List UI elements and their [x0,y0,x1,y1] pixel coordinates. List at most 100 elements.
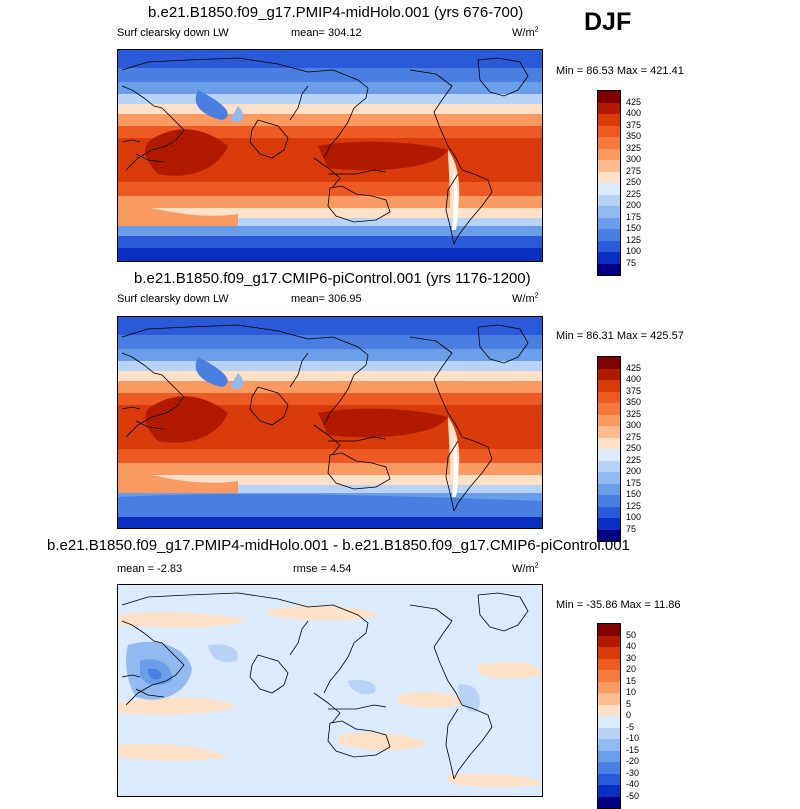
colorbar [597,623,621,809]
colorbar-swatch [598,426,620,438]
colorbar-swatch [598,102,620,114]
colorbar-swatch [598,114,620,126]
colorbar-swatch [598,796,620,808]
minmax-label: Min = 86.31 Max = 425.57 [556,330,684,342]
colorbar-tick-label: 275 [626,165,642,176]
colorbar-tick-label: 125 [626,500,642,511]
colorbar-swatch [598,529,620,541]
map-field [118,585,542,796]
colorbar-tick-label: 30 [626,652,637,663]
colorbar-tick-label: -30 [626,767,640,778]
colorbar-tick-label: 40 [626,641,637,651]
colorbar-tick-label: 250 [626,177,642,187]
colorbar-swatch [598,137,620,149]
mean-label: mean = -2.83 [117,563,183,575]
colorbar-tick-label: 225 [626,454,642,465]
colorbar-swatch [598,727,620,739]
colorbar-tick-label: 175 [626,477,642,488]
panel-title: b.e21.B1850.f09_g17.CMIP6-piControl.001 … [134,270,531,287]
colorbar-tick-label: 325 [626,142,642,153]
colorbar-tick-label: 375 [626,385,642,396]
map-panel [117,584,543,797]
minmax-label: Min = -35.86 Max = 11.86 [556,599,681,611]
variable-label: Surf clearsky down LW [117,293,229,305]
colorbar-tick-label: 225 [626,188,642,199]
colorbar-tick-label: 375 [626,119,642,130]
colorbar-swatch [598,449,620,461]
colorbar-swatch [598,171,620,183]
colorbar-tick-label: 325 [626,408,642,419]
colorbar-swatch [598,252,620,264]
colorbar [597,90,621,276]
colorbar-swatch [598,194,620,206]
colorbar-tick-label: 100 [626,246,642,256]
colorbar-swatch [598,125,620,137]
colorbar-swatch [598,437,620,449]
colorbar-swatch [598,704,620,716]
colorbar-swatch [598,750,620,762]
variable-label: Surf clearsky down LW [117,27,229,39]
colorbar-swatch [598,624,620,636]
units-label: W/m2 [512,562,539,575]
panel-title: b.e21.B1850.f09_g17.PMIP4-midHolo.001 - … [47,537,630,554]
colorbar-tick-label: -10 [626,733,640,743]
colorbar-swatch [598,472,620,484]
colorbar-swatch [598,460,620,472]
colorbar-tick-label: 200 [626,200,642,210]
colorbar-swatch [598,495,620,507]
colorbar-tick-label: 300 [626,420,642,430]
map-panel [117,316,543,529]
colorbar-swatch [598,206,620,218]
colorbar-tick-label: 150 [626,223,642,233]
colorbar-swatch [598,670,620,682]
colorbar-tick-label: -5 [626,721,635,732]
colorbar-tick-label: -40 [626,779,640,789]
colorbar-swatch [598,357,620,369]
colorbar-swatch [598,148,620,160]
colorbar-tick-label: 300 [626,154,642,164]
colorbar-swatch [598,785,620,797]
colorbar-swatch [598,391,620,403]
colorbar-tick-label: 275 [626,431,642,442]
colorbar-tick-label: 125 [626,234,642,245]
colorbar-swatch [598,414,620,426]
colorbar-tick-label: 250 [626,443,642,453]
mean-label: mean= 304.12 [291,27,362,39]
map-field [118,50,542,261]
colorbar-tick-label: 10 [626,687,637,697]
panel-title: b.e21.B1850.f09_g17.PMIP4-midHolo.001 (y… [148,4,524,21]
season-label: DJF [584,8,632,36]
colorbar-tick-label: 0 [626,710,632,720]
units-label: W/m2 [512,26,539,39]
colorbar-tick-label: -15 [626,744,640,755]
coastlines [121,57,529,245]
colorbar-tick-label: 150 [626,489,642,499]
minmax-label: Min = 86.53 Max = 421.41 [556,65,684,77]
coastlines [121,592,529,780]
colorbar-swatch [598,403,620,415]
mean-label: mean= 306.95 [291,293,362,305]
colorbar-tick-label: 75 [626,257,637,268]
colorbar-tick-label: 400 [626,374,642,384]
colorbar-swatch [598,518,620,530]
colorbar-tick-label: 425 [626,362,642,373]
colorbar-swatch [598,91,620,103]
colorbar-tick-label: 400 [626,108,642,118]
map-field [118,317,542,528]
colorbar-swatch [598,263,620,275]
colorbar-swatch [598,229,620,241]
colorbar-tick-label: 175 [626,211,642,222]
colorbar-swatch [598,183,620,195]
colorbar-tick-label: -50 [626,790,640,801]
units-label: W/m2 [512,292,539,305]
colorbar-swatch [598,762,620,774]
colorbar-tick-label: 425 [626,96,642,107]
coastlines [121,324,529,512]
colorbar-tick-label: 75 [626,523,637,534]
colorbar-swatch [598,739,620,751]
colorbar-tick-label: 350 [626,397,642,407]
colorbar-tick-label: 200 [626,466,642,476]
colorbar [597,356,621,542]
colorbar-swatch [598,483,620,495]
colorbar-swatch [598,773,620,785]
